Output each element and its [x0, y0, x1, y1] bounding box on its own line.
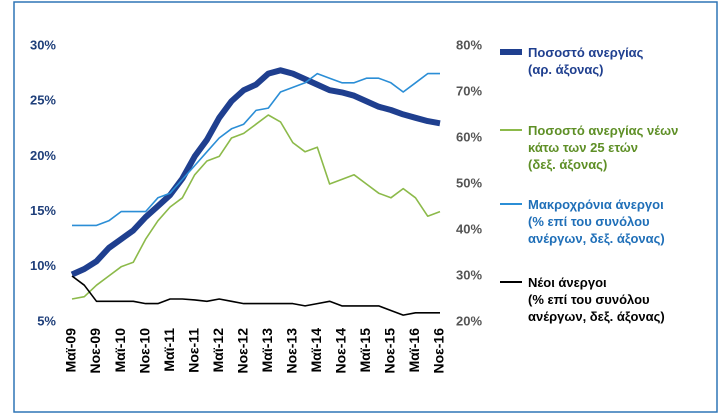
y-tick-label: 10% — [30, 258, 56, 273]
legend-marker — [500, 203, 522, 205]
y-tick-label: 25% — [30, 93, 56, 108]
legend-marker — [500, 281, 522, 283]
x-tick-label: Νοε-09 — [87, 328, 103, 374]
legend-marker — [500, 129, 522, 131]
x-tick-label: Νοε-15 — [382, 328, 398, 374]
x-tick-label: Νοε-11 — [185, 328, 201, 373]
legend-marker — [500, 49, 522, 55]
y2-tick-label: 40% — [456, 221, 482, 236]
y2-tick-label: 80% — [456, 37, 482, 52]
x-tick-label: Νοε-12 — [234, 328, 250, 374]
x-tick-label: Νοε-14 — [333, 328, 349, 374]
legend-label: Ποσοστό ανεργίας (αρ. άξονας) — [528, 45, 644, 77]
x-tick-label: Μαϊ-09 — [63, 328, 79, 373]
y-tick-label: 15% — [30, 203, 56, 218]
x-tick-label: Νοε-16 — [431, 328, 447, 374]
y2-tick-label: 60% — [456, 129, 482, 144]
legend-label: Ποσοστό ανεργίας νέων κάτω των 25 ετών (… — [528, 123, 679, 172]
y2-tick-label: 30% — [456, 267, 482, 282]
series-line — [71, 275, 440, 316]
x-tick-label: Μαϊ-14 — [308, 328, 324, 373]
y2-tick-label: 20% — [456, 313, 482, 328]
x-tick-label: Μαϊ-11 — [161, 328, 177, 372]
x-tick-label: Μαϊ-12 — [210, 328, 226, 373]
x-tick-label: Νοε-10 — [136, 328, 152, 374]
y-tick-label: 20% — [30, 148, 56, 163]
series-line — [72, 72, 440, 227]
x-tick-label: Νοε-13 — [284, 328, 300, 374]
x-tick-label: Μαϊ-15 — [357, 328, 373, 373]
x-tick-label: Μαϊ-13 — [259, 328, 275, 373]
x-tick-label: Μαϊ-16 — [406, 328, 422, 373]
series-line — [70, 67, 441, 278]
frame — [13, 1, 718, 413]
legend-label: Νέοι άνεργοι (% επί του συνόλου ανέργων,… — [528, 275, 665, 324]
y2-tick-label: 50% — [456, 175, 482, 190]
x-tick-label: Μαϊ-10 — [112, 328, 128, 373]
y2-tick-label: 70% — [456, 83, 482, 98]
y-tick-label: 5% — [37, 313, 56, 328]
legend-label: Μακροχρόνια άνεργοι (% επί του συνόλου α… — [528, 197, 665, 246]
y-tick-label: 30% — [30, 37, 56, 52]
series-line — [71, 114, 441, 300]
